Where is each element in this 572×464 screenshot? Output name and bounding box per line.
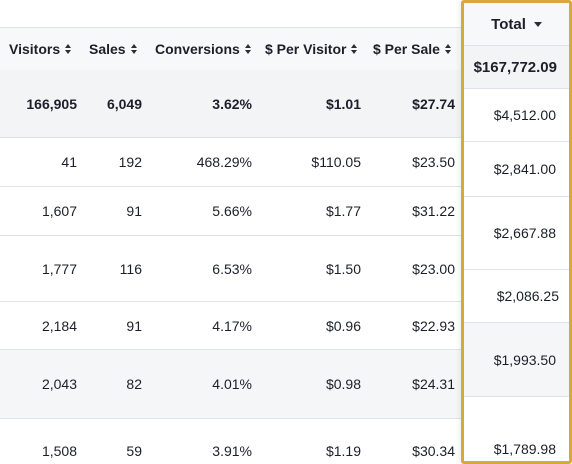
cell-per-visitor: $1.77 bbox=[325, 203, 361, 219]
cell-total: $1,789.98 bbox=[493, 441, 556, 457]
cell-conversions: 4.17% bbox=[212, 317, 252, 334]
caret-down-icon bbox=[533, 21, 542, 27]
cell-visitors: 2,043 bbox=[41, 376, 77, 392]
cell-conversions: 4.01% bbox=[212, 376, 252, 392]
sort-updown-icon bbox=[351, 43, 358, 55]
totals-per-sale: $27.74 bbox=[412, 95, 455, 112]
cell-visitors: 41 bbox=[61, 154, 77, 170]
stats-table: Visitors Sales Conversions $ Per Visitor… bbox=[0, 27, 463, 464]
cell-conversions: 5.66% bbox=[212, 203, 252, 219]
sort-updown-icon bbox=[444, 43, 452, 55]
sort-updown-icon bbox=[65, 43, 72, 55]
cell-per-sale: $31.22 bbox=[412, 203, 455, 219]
total-cell[interactable]: $2,841.00 bbox=[464, 142, 569, 197]
cell-sales: 82 bbox=[126, 376, 142, 392]
cell-conversions: 468.29% bbox=[196, 154, 252, 170]
totals-total: $167,772.09 bbox=[464, 46, 569, 89]
cell-sales: 91 bbox=[126, 203, 142, 219]
cell-per-sale: $30.34 bbox=[412, 442, 455, 459]
column-header-total-wrap: Total bbox=[464, 3, 569, 45]
table-row[interactable]: 1,508 59 3.91% $1.19 $30.34 bbox=[0, 419, 463, 464]
cell-per-sale: $22.93 bbox=[412, 317, 455, 334]
cell-per-visitor: $1.50 bbox=[325, 260, 361, 277]
cell-per-visitor: $1.19 bbox=[325, 442, 361, 459]
cell-per-sale: $24.31 bbox=[412, 376, 455, 392]
column-header-conversions[interactable]: Conversions bbox=[155, 28, 252, 70]
table-row[interactable]: 1,777 116 6.53% $1.50 $23.00 bbox=[0, 236, 463, 302]
column-header-total[interactable]: Total bbox=[464, 3, 569, 46]
table-header-row: Visitors Sales Conversions $ Per Visitor… bbox=[0, 27, 463, 71]
column-header-conversions-label: Conversions bbox=[155, 41, 240, 57]
totals-total-value: $167,772.09 bbox=[473, 58, 557, 76]
column-header-per-sale[interactable]: $ Per Sale bbox=[373, 28, 452, 70]
totals-per-visitor: $1.01 bbox=[325, 95, 361, 112]
table-totals-row: 166,905 6,049 3.62% $1.01 $27.74 bbox=[0, 70, 463, 138]
table-row[interactable]: 1,607 91 5.66% $1.77 $31.22 bbox=[0, 187, 463, 236]
cell-conversions: 3.91% bbox=[212, 442, 252, 459]
cell-conversions: 6.53% bbox=[212, 260, 252, 277]
column-header-visitors[interactable]: Visitors bbox=[9, 28, 72, 70]
cell-sales: 91 bbox=[126, 317, 142, 334]
total-cell[interactable]: $4,512.00 bbox=[464, 89, 569, 142]
totals-visitors: 166,905 bbox=[26, 95, 77, 112]
cell-total: $1,993.50 bbox=[493, 351, 556, 368]
cell-total: $2,841.00 bbox=[493, 161, 556, 177]
cell-visitors: 1,607 bbox=[41, 203, 77, 219]
total-column-highlight: Total $167,772.09 $4,512.00 $2,841.00 $2… bbox=[461, 0, 572, 464]
column-header-sales[interactable]: Sales bbox=[89, 28, 138, 70]
totals-conversions: 3.62% bbox=[212, 95, 252, 112]
cell-sales: 116 bbox=[119, 260, 142, 277]
column-header-per-visitor[interactable]: $ Per Visitor bbox=[265, 28, 358, 70]
sort-updown-icon bbox=[244, 43, 252, 55]
cell-total: $2,667.88 bbox=[493, 225, 556, 241]
total-cell[interactable]: $2,667.88 bbox=[464, 197, 569, 270]
cell-per-sale: $23.00 bbox=[412, 260, 455, 277]
cell-visitors: 1,777 bbox=[41, 260, 77, 277]
total-cell[interactable]: $1,993.50 bbox=[464, 323, 569, 397]
column-header-sales-label: Sales bbox=[89, 41, 126, 57]
sort-updown-icon bbox=[130, 43, 138, 55]
total-cell[interactable]: $1,789.98 bbox=[464, 397, 569, 461]
column-header-per-sale-label: $ Per Sale bbox=[373, 41, 440, 57]
cell-total: $2,086.25 bbox=[496, 288, 559, 304]
cell-per-sale: $23.50 bbox=[412, 154, 455, 170]
table-row[interactable]: 2,184 91 4.17% $0.96 $22.93 bbox=[0, 302, 463, 350]
table-row[interactable]: 2,043 82 4.01% $0.98 $24.31 bbox=[0, 350, 463, 419]
column-header-total-label: Total bbox=[491, 15, 526, 33]
cell-per-visitor: $110.05 bbox=[311, 154, 361, 170]
column-header-per-visitor-label: $ Per Visitor bbox=[265, 41, 347, 57]
cell-visitors: 1,508 bbox=[41, 442, 77, 459]
cell-total: $4,512.00 bbox=[493, 107, 556, 123]
table-row[interactable]: 41 192 468.29% $110.05 $23.50 bbox=[0, 138, 463, 187]
column-header-visitors-label: Visitors bbox=[9, 41, 61, 57]
cell-sales: 59 bbox=[126, 442, 142, 459]
cell-per-visitor: $0.98 bbox=[325, 376, 361, 392]
totals-sales: 6,049 bbox=[106, 95, 142, 112]
total-cell[interactable]: $2,086.25 bbox=[464, 270, 569, 323]
cell-visitors: 2,184 bbox=[41, 317, 77, 334]
cell-sales: 192 bbox=[118, 154, 142, 170]
cell-per-visitor: $0.96 bbox=[325, 317, 361, 334]
